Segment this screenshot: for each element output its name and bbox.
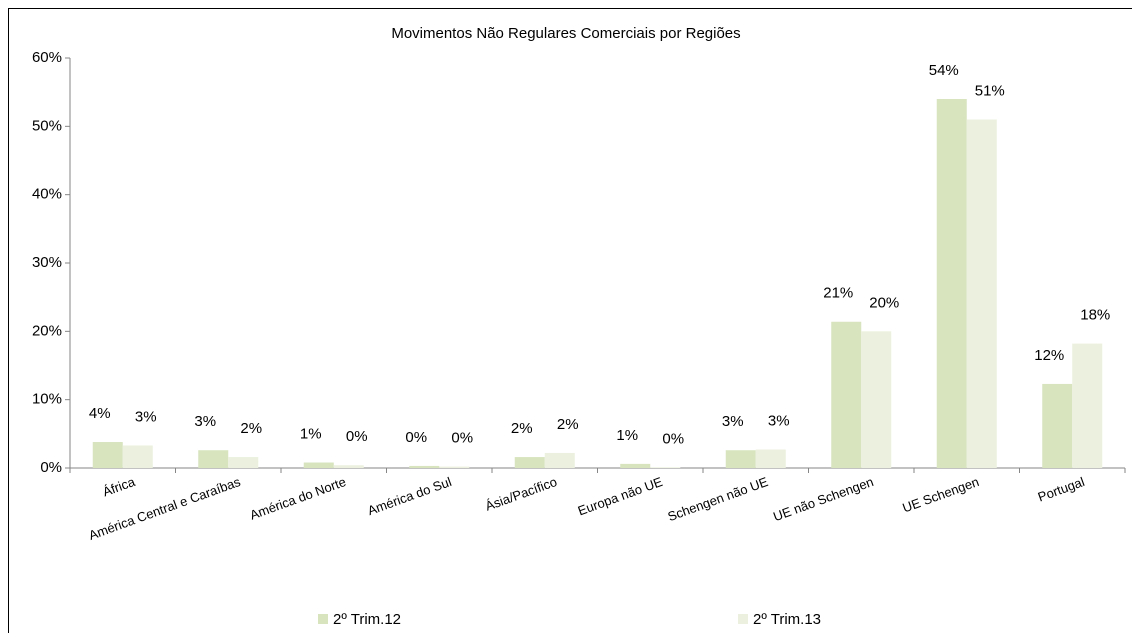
- y-tick-label: 10%: [32, 391, 62, 408]
- y-tick-label: 20%: [32, 322, 62, 339]
- bar: [937, 99, 967, 468]
- y-tick-label: 50%: [32, 117, 62, 134]
- data-label: 0%: [662, 430, 684, 447]
- data-label: 1%: [300, 426, 322, 443]
- data-label: 3%: [135, 408, 157, 425]
- bar: [409, 466, 439, 468]
- data-label: 1%: [616, 427, 638, 444]
- data-label: 54%: [929, 62, 959, 79]
- bar: [515, 457, 545, 468]
- y-tick-label: 60%: [32, 49, 62, 66]
- bar: [726, 450, 756, 468]
- y-tick-label: 40%: [32, 186, 62, 203]
- data-label: 0%: [405, 429, 427, 446]
- data-label: 21%: [823, 285, 853, 302]
- y-tick-label: 30%: [32, 254, 62, 271]
- bar: [545, 453, 575, 468]
- bar: [831, 322, 861, 468]
- data-label: 2%: [557, 416, 579, 433]
- data-label: 2%: [511, 420, 533, 437]
- data-label: 2%: [240, 420, 262, 437]
- legend-label: 2º Trim.12: [333, 611, 401, 628]
- legend-label: 2º Trim.13: [753, 611, 821, 628]
- data-label: 3%: [768, 413, 790, 430]
- data-label: 3%: [194, 413, 216, 430]
- bar: [1042, 384, 1072, 468]
- bar: [756, 450, 786, 468]
- data-label: 20%: [869, 294, 899, 311]
- data-label: 3%: [722, 413, 744, 430]
- bar: [304, 463, 334, 468]
- bar: [861, 331, 891, 468]
- bar: [620, 464, 650, 468]
- legend-swatch: [738, 614, 748, 624]
- data-label: 0%: [451, 430, 473, 447]
- legend-swatch: [318, 614, 328, 624]
- data-label: 18%: [1080, 307, 1110, 324]
- bar: [1072, 344, 1102, 468]
- bar: [967, 120, 997, 469]
- bar: [123, 445, 153, 468]
- data-label: 0%: [346, 428, 368, 445]
- bar: [650, 467, 680, 468]
- bar: [93, 442, 123, 468]
- chart-title: Movimentos Não Regulares Comerciais por …: [391, 25, 740, 42]
- bar: [198, 450, 228, 468]
- y-tick-label: 0%: [40, 459, 62, 476]
- data-label: 12%: [1034, 347, 1064, 364]
- data-label: 4%: [89, 405, 111, 422]
- bar: [334, 465, 364, 468]
- bar: [228, 457, 258, 468]
- bar: [439, 467, 469, 468]
- data-label: 51%: [975, 82, 1005, 99]
